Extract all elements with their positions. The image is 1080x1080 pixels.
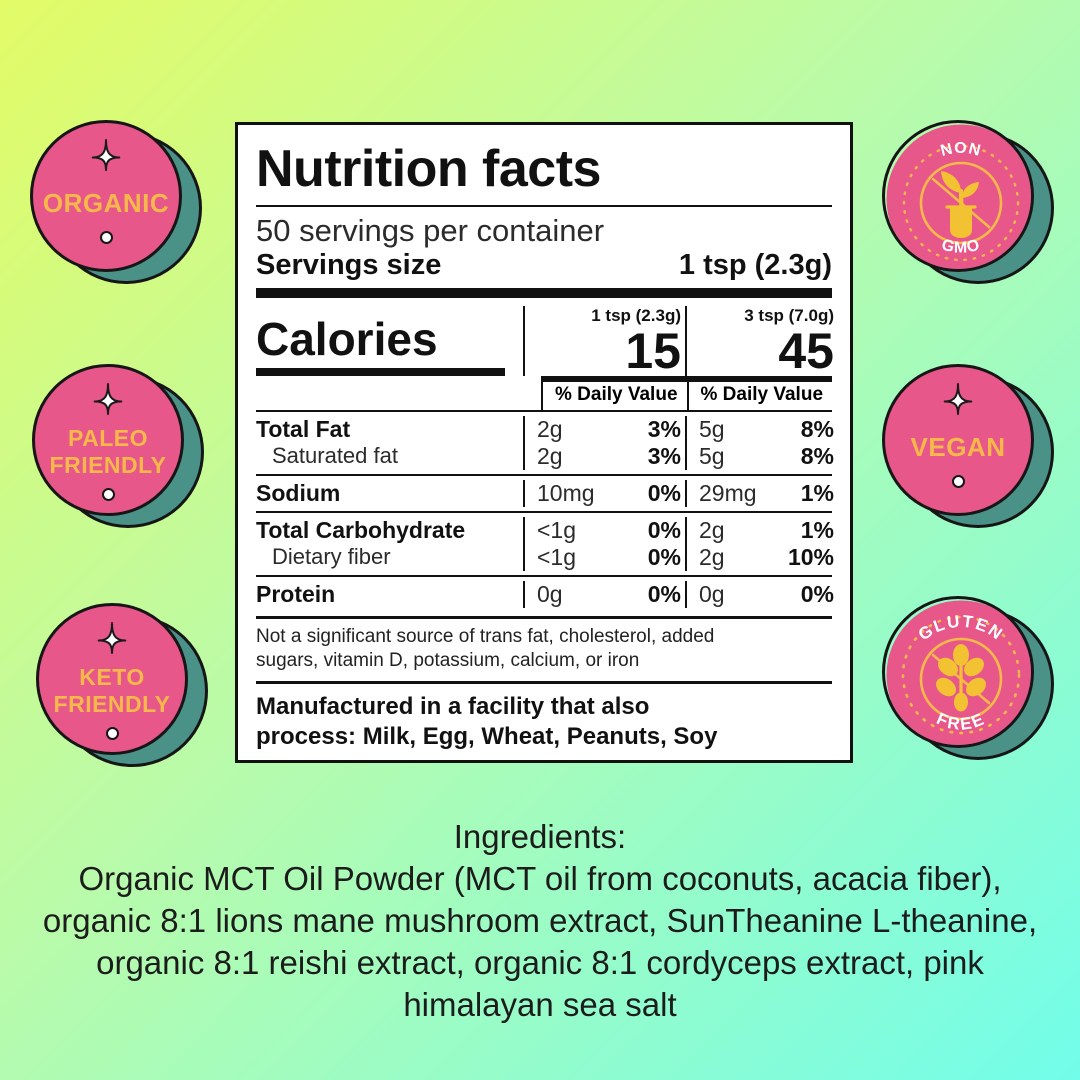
svg-text:GMO: GMO [940, 237, 983, 257]
svg-text:NON: NON [939, 140, 983, 160]
